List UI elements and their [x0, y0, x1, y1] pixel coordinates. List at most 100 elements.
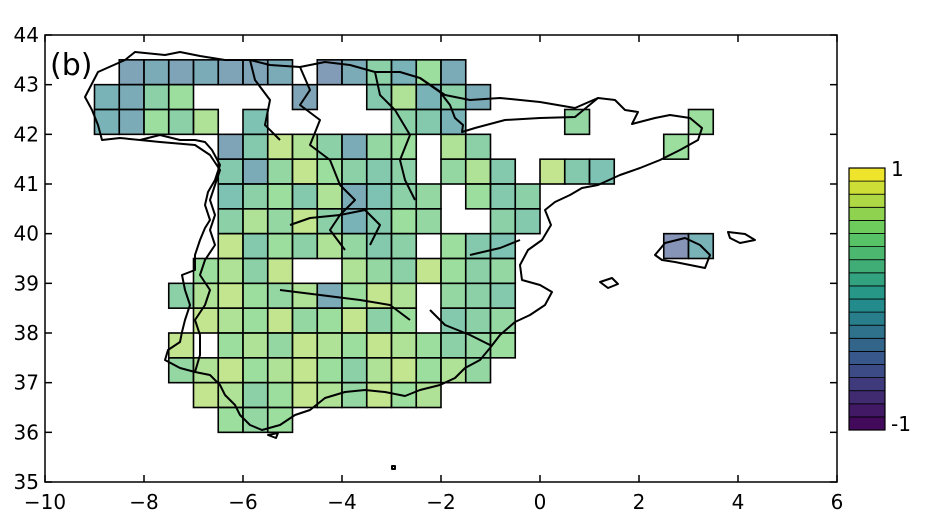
grid-cell [390, 357, 418, 384]
grid-cell [217, 381, 244, 409]
grid-cell [217, 357, 244, 384]
grid-cell [464, 332, 492, 359]
grid-cell [415, 108, 442, 136]
grid-cell [415, 183, 442, 210]
colorbar-segment [848, 390, 886, 405]
grid-cell [266, 208, 294, 235]
colorbar-segment [848, 350, 886, 365]
grid-cell [489, 332, 517, 359]
colorbar-segment [848, 377, 886, 392]
grid-cell [217, 332, 244, 359]
grid-cell [291, 357, 319, 384]
grid-cell [217, 257, 244, 285]
grid-cell [316, 357, 343, 384]
grid-cell [316, 133, 343, 160]
region-border-6 [279, 289, 411, 321]
grid-cell [390, 183, 418, 210]
grid-cell [415, 59, 442, 86]
colorbar-segment [848, 311, 886, 326]
grid-cell [217, 232, 244, 260]
grid-cell [266, 282, 294, 309]
colorbar-segment [848, 219, 886, 234]
grid-cell [242, 257, 269, 285]
x-tick-label: −8 [129, 490, 158, 514]
grid-cell [365, 183, 393, 210]
grid-cell [390, 307, 418, 334]
grid-cell [192, 257, 220, 285]
grid-cell [489, 158, 517, 185]
alboran-island [391, 465, 396, 470]
colorbar-segment [848, 233, 886, 248]
grid-cells [93, 59, 715, 434]
grid-cell [167, 59, 195, 86]
x-tick-label: 4 [732, 490, 745, 514]
grid-cell [242, 357, 269, 384]
colorbar-min-label: -1 [891, 412, 911, 436]
grid-cell [390, 257, 418, 285]
colorbar-segment [848, 285, 886, 300]
grid-cell [217, 208, 244, 235]
grid-cell [217, 59, 244, 86]
grid-cell [316, 332, 343, 359]
grid-cell [390, 232, 418, 260]
colorbar-segment [848, 193, 886, 208]
y-tick-label: 35 [14, 470, 39, 494]
colorbar-segment [848, 246, 886, 261]
x-tick-label: 6 [831, 490, 844, 514]
grid-cell [118, 83, 145, 111]
grid-cell [464, 282, 492, 309]
grid-cell [464, 133, 492, 160]
colorbar-segment [848, 259, 886, 274]
grid-cell [341, 133, 368, 160]
colorbar-segment [848, 324, 886, 339]
grid-cell [291, 183, 319, 210]
grid-cell [440, 232, 467, 260]
grid-cell [143, 59, 170, 86]
grid-cell [390, 83, 418, 111]
grid-cell [192, 59, 220, 86]
region-border-7 [469, 239, 521, 256]
colorbar-segment [848, 206, 886, 221]
colorbar: -1 1 [848, 157, 911, 436]
grid-cell [539, 158, 566, 185]
y-tick-label: 38 [14, 321, 39, 345]
grid-cell [242, 381, 269, 409]
colorbar-segment [848, 167, 886, 182]
colorbar-segment [848, 298, 886, 313]
grid-cell [341, 282, 368, 309]
grid-cell [489, 307, 517, 334]
grid-cell [192, 108, 220, 136]
grid-cell [93, 108, 121, 136]
grid-cell [192, 381, 220, 409]
grid-cell [489, 257, 517, 285]
grid-cell [365, 133, 393, 160]
grid-cell [341, 307, 368, 334]
ibiza [599, 277, 619, 289]
grid-cell [266, 357, 294, 384]
grid-cell [415, 83, 442, 111]
grid-cell [291, 332, 319, 359]
grid-cell [341, 257, 368, 285]
grid-cell [266, 158, 294, 185]
grid-cell [316, 307, 343, 334]
grid-cell [440, 133, 467, 160]
grid-cell [390, 282, 418, 309]
colorbar-segment [848, 416, 886, 431]
grid-cell [440, 332, 467, 359]
grid-cell [563, 108, 591, 136]
region-border-3 [374, 71, 416, 201]
grid-cell [266, 332, 294, 359]
grid-cell [390, 332, 418, 359]
y-tick-label: 36 [14, 420, 39, 444]
grid-cell [365, 232, 393, 260]
grid-cell [415, 257, 442, 285]
y-tick-label: 42 [14, 122, 39, 146]
colorbar-max-label: 1 [891, 157, 904, 181]
grid-cell [464, 83, 492, 111]
grid-cell [316, 381, 343, 409]
colorbar-segment [848, 180, 886, 195]
grid-cell [242, 133, 269, 160]
grid-cell [266, 307, 294, 334]
grid-cell [143, 83, 170, 111]
